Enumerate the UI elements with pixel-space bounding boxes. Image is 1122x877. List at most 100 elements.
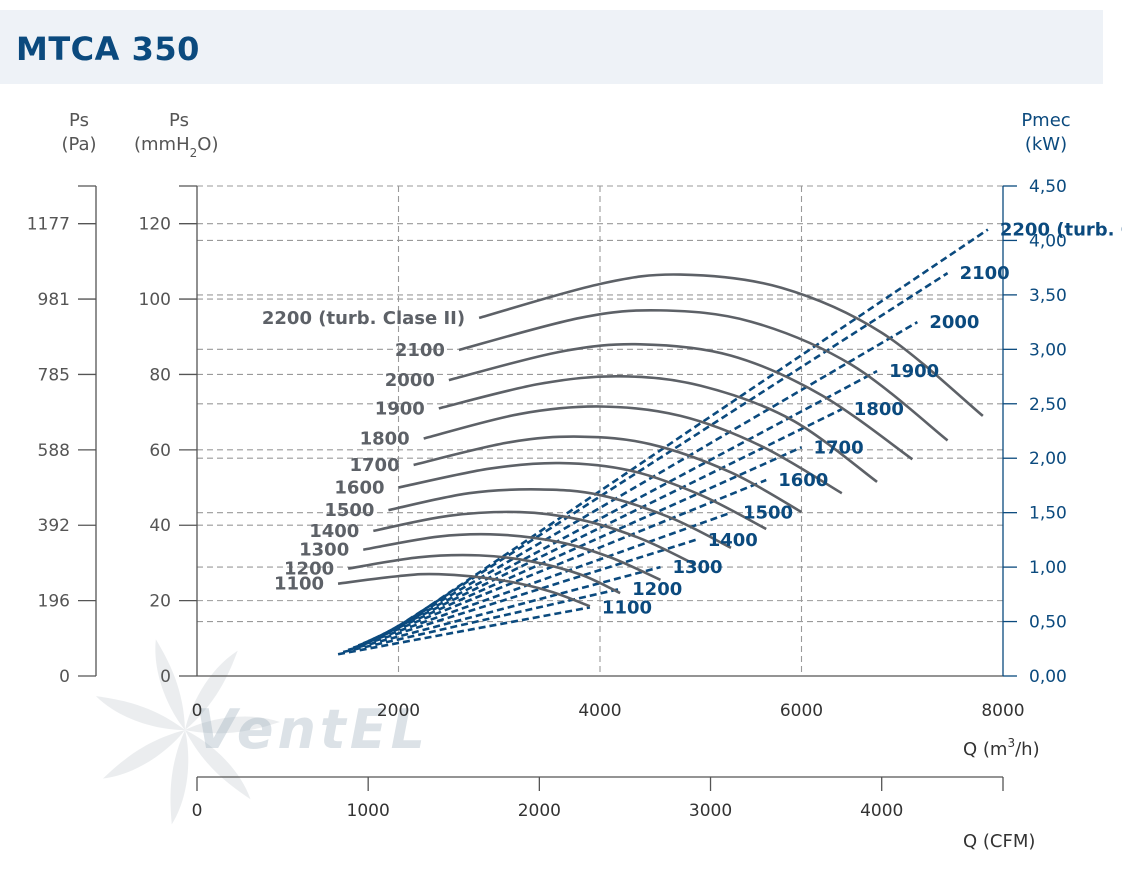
kw-tick-label: 2,50 <box>1029 395 1067 415</box>
pressure-curve <box>363 532 661 582</box>
pressure-curve <box>458 308 949 442</box>
power-line-label: 2200 (turb. Cl <box>1000 220 1122 241</box>
watermark-blade <box>185 650 238 730</box>
kw-tick-label: 3,50 <box>1029 286 1067 306</box>
grid-lines <box>197 185 1003 676</box>
pressure-curve-label: 1200 <box>284 559 334 580</box>
mm-tick-label: 80 <box>149 365 171 385</box>
watermark-blade <box>95 696 185 731</box>
power-line-label: 1500 <box>743 503 793 524</box>
pressure-curve-label: 1900 <box>375 398 425 419</box>
power-line-label: 1800 <box>854 399 904 420</box>
power-line-label: 2000 <box>929 312 979 333</box>
watermark-blade <box>155 639 185 730</box>
cfm-tick-label: 0 <box>192 801 203 821</box>
power-line-label: 1200 <box>632 579 682 600</box>
mm-axis-unit: (mmH2O) <box>134 134 218 160</box>
watermark-text: VentEL <box>195 698 429 761</box>
pressure-curve <box>388 488 732 550</box>
kw-tick-label: 0,00 <box>1029 667 1067 687</box>
pressure-curve <box>347 553 621 595</box>
pa-tick-label: 981 <box>38 290 70 310</box>
mm-axis-unit-sub: 2 <box>190 146 198 160</box>
power-line <box>382 320 919 636</box>
pa-axis-title: Ps <box>69 110 89 131</box>
pressure-curves <box>337 273 984 608</box>
power-line <box>362 478 767 645</box>
axes: 1177 981 785 588 392 196 0 120 100 80 60 40 20 0 4,50 4… <box>27 177 1067 821</box>
q-m3h-label-main: Q (m <box>963 739 1007 760</box>
pa-axis-unit: (Pa) <box>61 134 96 155</box>
cfm-tick-label: 2000 <box>518 801 561 821</box>
mm-tick-label: 20 <box>149 592 171 612</box>
q-tick-label: 6000 <box>780 701 823 721</box>
mm-tick-label: 40 <box>149 516 171 536</box>
kw-axis-title: Pmec <box>1021 110 1070 131</box>
watermark-blade <box>185 730 251 800</box>
cfm-tick-label: 4000 <box>860 801 903 821</box>
cfm-tick-label: 1000 <box>347 801 390 821</box>
pressure-curve <box>448 342 914 461</box>
pressure-curve <box>398 461 767 531</box>
q-m3h-axis-label: Q (m3/h) <box>963 736 1040 760</box>
mm-axis-unit-end: O) <box>197 134 218 155</box>
power-line <box>342 587 621 654</box>
pressure-curve-label: 2100 <box>395 340 445 361</box>
power-line-label: 1400 <box>708 530 758 551</box>
q-tick-label: 8000 <box>981 701 1024 721</box>
q-m3h-label-end: /h) <box>1015 739 1040 760</box>
pa-tick-label: 0 <box>59 667 70 687</box>
power-line <box>367 446 803 643</box>
pressure-curve-label: 2000 <box>385 370 435 391</box>
power-line <box>352 538 697 649</box>
pressure-curve <box>413 435 803 514</box>
pressure-curve-label: 1600 <box>334 478 384 499</box>
pa-tick-label: 588 <box>38 441 70 461</box>
mm-tick-label: 60 <box>149 441 171 461</box>
kw-tick-label: 0,50 <box>1029 613 1067 633</box>
kw-axis-unit: (kW) <box>1025 134 1067 155</box>
kw-tick-label: 1,00 <box>1029 558 1067 578</box>
power-line <box>347 565 661 652</box>
page-title: MTCA 350 <box>16 30 200 68</box>
power-line-label: 1300 <box>672 557 722 578</box>
power-line-label: 1700 <box>814 437 864 458</box>
mm-tick-label: 120 <box>139 215 171 235</box>
pressure-curve <box>423 405 843 495</box>
cfm-tick-label: 3000 <box>689 801 732 821</box>
pressure-curve <box>373 510 697 566</box>
pressure-curve-label: 1400 <box>309 521 359 542</box>
pressure-curve-label: 1700 <box>350 455 400 476</box>
kw-tick-label: 1,50 <box>1029 504 1067 524</box>
power-line <box>392 228 989 632</box>
pa-tick-label: 196 <box>38 592 70 612</box>
q-tick-label: 0 <box>192 701 203 721</box>
q-tick-label: 4000 <box>578 701 621 721</box>
q-m3h-label-sup: 3 <box>1007 736 1015 750</box>
pressure-curve <box>337 572 591 608</box>
power-line-label: 1600 <box>778 470 828 491</box>
pa-tick-label: 785 <box>38 365 70 385</box>
watermark-fan <box>95 639 280 825</box>
pressure-curve-label: 1800 <box>360 429 410 450</box>
power-line-label: 1900 <box>889 361 939 382</box>
mm-tick-label: 0 <box>160 667 171 687</box>
power-line <box>377 369 878 638</box>
kw-tick-label: 4,50 <box>1029 177 1067 197</box>
pressure-curve <box>438 375 878 483</box>
power-line-label: 2100 <box>960 263 1010 284</box>
pressure-curve-label: 1300 <box>299 540 349 561</box>
power-line-label: 1100 <box>602 597 652 618</box>
pressure-curve-label: 2200 (turb. Clase II) <box>262 308 465 329</box>
mm-axis-unit-main: (mmH <box>134 134 190 155</box>
pressure-curve-label: 1500 <box>324 500 374 521</box>
pa-tick-label: 392 <box>38 516 70 536</box>
watermark-blade <box>185 716 280 734</box>
pa-tick-label: 1177 <box>27 215 70 235</box>
pressure-curve-label: 1100 <box>274 574 324 595</box>
title-bar <box>0 10 1103 84</box>
power-line <box>337 606 591 656</box>
series-labels: 1100120013001400150016001700180019002000… <box>262 220 1122 619</box>
watermark-blade <box>102 730 185 779</box>
